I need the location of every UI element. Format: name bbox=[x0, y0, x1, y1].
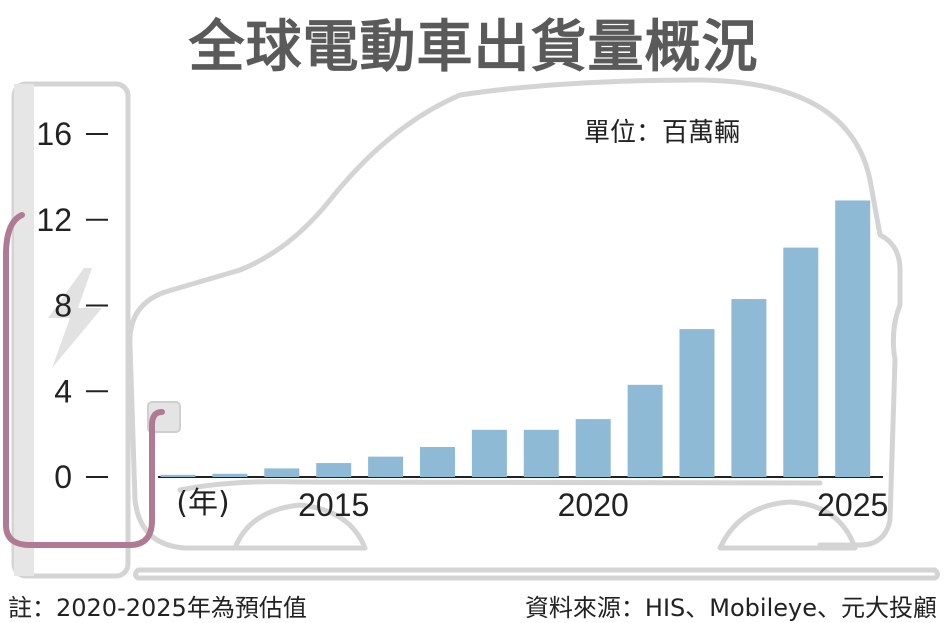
charging-plug-icon bbox=[2, 212, 181, 548]
source-note: 資料來源：HIS、Mobileye、元大投顧 bbox=[524, 594, 937, 622]
y-axis: 0 4 8 12 16 bbox=[36, 116, 108, 495]
bar-2015 bbox=[316, 463, 352, 477]
y-tick-label: 16 bbox=[36, 116, 72, 152]
chart-title: 全球電動車出貨量概況 bbox=[188, 15, 759, 80]
unit-label: 單位：百萬輛 bbox=[584, 118, 740, 148]
bar-2014 bbox=[264, 468, 300, 477]
x-unit-label: (年) bbox=[176, 486, 229, 521]
y-tick-label: 0 bbox=[54, 459, 72, 495]
bar-series bbox=[160, 200, 871, 478]
y-tick-label: 4 bbox=[54, 373, 72, 409]
bar-2020 bbox=[575, 419, 611, 477]
charging-post bbox=[11, 81, 131, 579]
bar-2023 bbox=[731, 299, 767, 477]
x-tick-label: 2015 bbox=[298, 487, 369, 523]
x-tick-label: 2020 bbox=[558, 487, 629, 523]
bar-2024 bbox=[783, 247, 819, 477]
bar-2012 bbox=[160, 474, 196, 477]
bar-2013 bbox=[212, 473, 248, 477]
bar-2021 bbox=[627, 384, 663, 477]
bar-2017 bbox=[420, 446, 455, 477]
bar-2022 bbox=[679, 329, 715, 477]
bar-2025 bbox=[835, 200, 871, 478]
x-tick-label: 2025 bbox=[817, 487, 888, 523]
bar-2016 bbox=[368, 456, 404, 477]
bar-2018 bbox=[471, 429, 507, 477]
lightning-bolt-icon bbox=[48, 268, 102, 368]
y-tick-label: 8 bbox=[54, 288, 72, 324]
y-tick-label: 12 bbox=[36, 202, 72, 238]
footnote: 註：2020-2025年為預估值 bbox=[8, 594, 307, 622]
bar-2019 bbox=[523, 429, 559, 477]
x-axis-labels: (年) 2015 2020 2025 bbox=[176, 486, 888, 523]
